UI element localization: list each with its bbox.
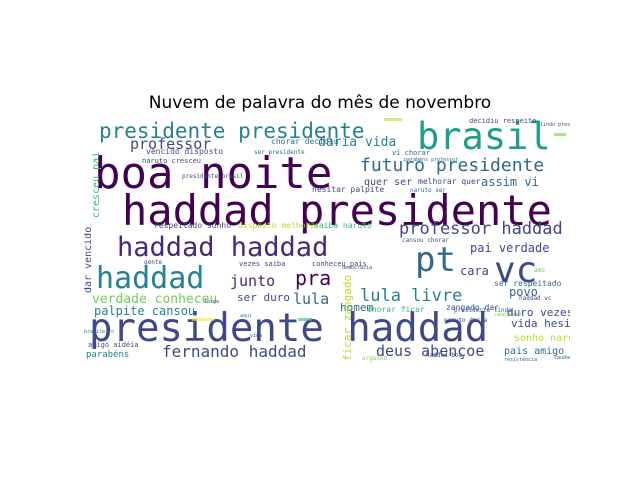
word-professor-haddad: professor haddad (399, 219, 563, 239)
word-boa-noite: boa noite (94, 148, 333, 199)
word-vencido-disposto: ser respeitado (494, 279, 562, 288)
word-deus-abencoe: deus abençoe (376, 342, 485, 360)
word-cansou-chorar: naruto ser (410, 187, 447, 194)
word-forca: aqui (240, 313, 253, 319)
word-orgulho: presidente lindo (454, 307, 512, 314)
word-chorar-decidiu: hesitar palpite (312, 185, 385, 194)
word-haddad-vc: naruto daria (444, 317, 488, 324)
word-palpite-cansou: palpite cansou (94, 304, 196, 318)
word-respeitado-sonho: vi chorar (392, 149, 430, 157)
word-amo: haddad boa (426, 352, 463, 359)
tiny-word-mark (554, 133, 566, 136)
word-aqui: saudades (554, 355, 570, 361)
word-quer-ser: ser duro (237, 291, 290, 304)
word-parabens-professor: brasileiro (84, 329, 115, 335)
word-homem: quer ser (364, 177, 413, 188)
word-junto: junto (230, 272, 276, 290)
word-vida-hesitar: homem (340, 301, 374, 314)
word-cara: cara (460, 264, 489, 278)
word-presidente-presidente: presidente presidente (99, 119, 365, 143)
word-presidente-haddad: presidente haddad (89, 306, 489, 351)
word-verdade-conheceu: verdade conheceu (92, 292, 218, 307)
word-naruto-ser: melhorar quer (418, 177, 481, 186)
word-brasileiro: lindo presidente (540, 122, 570, 128)
word-democracia: gente (144, 259, 163, 266)
word-vezes-saiba: conheceu pais (312, 260, 367, 268)
word-lula: lula (293, 290, 330, 308)
word-vi-chorar: chorar decidiu (271, 137, 339, 146)
word-lula-livre: lula livre (360, 286, 463, 306)
word-pt: pt (415, 240, 456, 280)
word-ser-presidente: decidiu respeito (469, 118, 537, 125)
word-haddad-boa: vida (250, 333, 263, 339)
word-melhorar-quer: ser presidente (254, 149, 305, 156)
word-resistencia: orgulho (362, 355, 388, 362)
word-saudades: candidato (494, 312, 522, 318)
word-ser-respeitado: zangado dar (446, 303, 499, 312)
word-disposto-melhorar: respeitado sonho (154, 221, 232, 230)
word-naruto-daria: cansou chorar (402, 237, 449, 244)
word-brasil: brasil (417, 118, 551, 158)
word-haddad-presidente: haddad presidente (122, 186, 552, 235)
word-decidiu-respeito: amigo aidéia (88, 341, 139, 349)
word-candidato: parabéns professor (404, 157, 459, 163)
tiny-word-mark (298, 318, 312, 321)
word-luta: amo (534, 267, 545, 274)
word-ficar-zangado: ficar zangado (341, 274, 354, 361)
word-cloud: boa noite haddad presidente presidente h… (84, 118, 570, 362)
tiny-word-mark (384, 118, 402, 121)
word-pra: pra (295, 266, 332, 290)
chart-title: Nuvem de palavra do mês de novembro (148, 93, 492, 113)
word-saiba-naruto: disposto melhorar (238, 221, 320, 230)
word-presidente-brasil: resistência (504, 357, 538, 363)
word-vida: força (204, 299, 220, 305)
word-futuro-presidente: futuro presidente (360, 155, 545, 176)
word-fernando-haddad: fernando haddad (162, 342, 307, 361)
word-lindo-presidente: democracia (342, 265, 373, 271)
word-amigo-aideia: naruto cresceu (142, 157, 202, 165)
word-pais-amigo: duro vezes (507, 306, 570, 319)
word-conheceu-pais: saiba naruto (314, 221, 372, 230)
word-haddad-haddad: haddad haddad (117, 232, 329, 263)
word-dar-vencido: parabéns (86, 350, 130, 360)
word-hesitar-palpite: cresceu pai (91, 151, 102, 218)
word-pai-verdade: pai verdade (470, 241, 550, 255)
word-zangado-dar: chorar ficar (367, 305, 425, 314)
word-daria-vida: daria vida (318, 135, 397, 150)
word-chorar-ficar: vezes saiba (239, 260, 286, 268)
word-presidente-lindo: haddad vc (519, 295, 552, 302)
word-sonho-naruto: pais amigo (504, 346, 565, 357)
word-parabens: sonho naruto (514, 333, 570, 344)
tiny-word-mark (192, 318, 214, 321)
word-duro-vezes: vida hesitar (511, 317, 570, 330)
word-povo: povo (509, 285, 538, 299)
word-assim-vi: assim vi (481, 175, 539, 189)
word-haddad: haddad (96, 261, 205, 296)
word-naruto-cresceu: vencido disposto (146, 147, 224, 156)
word-professor: professor (130, 135, 212, 153)
word-vc: vc (494, 250, 538, 291)
word-cresceu-pai: dar vencido (84, 226, 94, 293)
word-gente: presidente brasil (182, 173, 244, 180)
